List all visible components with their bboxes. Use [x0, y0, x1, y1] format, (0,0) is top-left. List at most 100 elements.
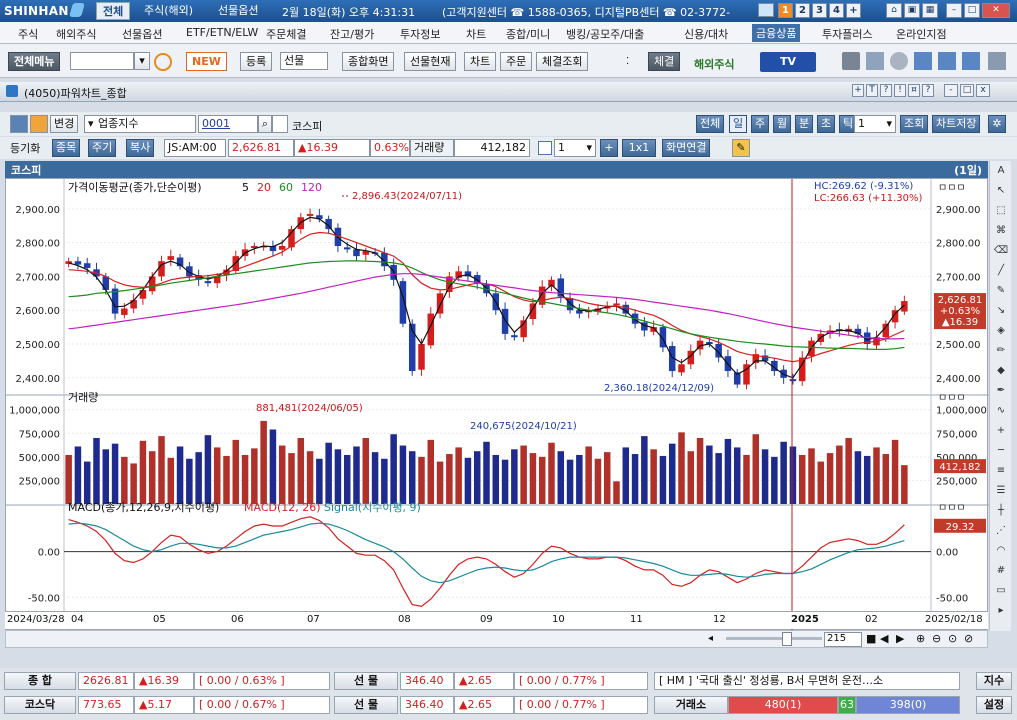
visible-count-input[interactable]: 215 [824, 632, 862, 647]
period-minute[interactable]: 분 [795, 115, 814, 133]
tool-hline-icon[interactable]: ─ [997, 445, 1005, 456]
window-cascade-icon[interactable] [938, 52, 956, 70]
toolbar-more-icon[interactable]: ⁚ [626, 56, 630, 67]
screen-capture-icon[interactable] [988, 52, 1006, 70]
period-all[interactable]: 전체 [696, 115, 725, 133]
toolbar-button-chart[interactable]: 차트 [464, 52, 497, 71]
window-maximize-icon[interactable]: □ [960, 84, 974, 97]
new-badge[interactable]: NEW [186, 52, 227, 71]
home-icon[interactable]: ⌂ [886, 3, 902, 18]
period-second[interactable]: 초 [817, 115, 836, 133]
register-select[interactable]: 선물 [280, 52, 328, 70]
tool-cross-icon[interactable]: + [996, 425, 1006, 436]
item-button[interactable]: 종목 [52, 139, 81, 157]
menu-search-input[interactable] [70, 52, 134, 70]
top-tab-overseas[interactable]: 주식(해외) [144, 4, 194, 17]
window-currency-icon[interactable]: ¤ [908, 84, 920, 97]
index-type-select[interactable]: ▾ 업종지수 [84, 115, 196, 133]
tool-box-icon[interactable]: ▭ [996, 585, 1006, 596]
tool-wave-icon[interactable]: ∿ [996, 405, 1006, 416]
tool-line-icon[interactable]: ╱ [997, 265, 1005, 276]
step-back-icon[interactable]: ◀ [880, 632, 889, 645]
tool-all-icon[interactable]: ⌘ [996, 225, 1006, 236]
tool-more-icon[interactable]: ▸ [998, 605, 1004, 616]
settings-gear-icon[interactable]: ✲ [988, 115, 1006, 133]
calculator-icon[interactable] [866, 52, 884, 70]
monitor-icon[interactable] [758, 3, 774, 17]
menu-info[interactable]: 투자정보 [400, 28, 441, 41]
settings-button[interactable]: 설정 [976, 696, 1012, 714]
tool-ray-icon[interactable]: ↘ [996, 305, 1006, 316]
close-icon[interactable]: ✕ [982, 3, 1010, 18]
window-icon[interactable] [914, 52, 932, 70]
step-forward-icon[interactable]: ▶ [896, 632, 905, 645]
print-icon[interactable] [842, 52, 860, 70]
tool-channel-icon[interactable]: ≡ [996, 465, 1006, 476]
add-layout-button[interactable]: + [600, 139, 618, 157]
toolbar-button-futures-now[interactable]: 선물현재 [404, 52, 457, 71]
price-chart-svg[interactable]: 2,900.00 2,900.00 2,800.00 2,800.00 2,700.00… [6, 179, 989, 631]
window-help-icon[interactable]: ? [880, 84, 892, 97]
toolbar-button-order[interactable]: 주문 [500, 52, 533, 71]
menu-mini[interactable]: 종합/미니 [506, 28, 551, 41]
settings-icon[interactable] [890, 52, 908, 70]
window-close-icon[interactable]: x [976, 84, 990, 97]
lock-icon[interactable]: ▣ [904, 3, 920, 18]
window-alert-icon[interactable]: ! [894, 84, 906, 97]
cycle-button[interactable]: 주기 [88, 139, 117, 157]
chevron-down-icon[interactable]: ▾ [134, 52, 150, 70]
scroll-thumb[interactable] [782, 632, 792, 646]
menu-etf[interactable]: ETF/ETN/ELW [186, 26, 259, 39]
window-info-icon[interactable]: ? [922, 84, 934, 97]
copy-button[interactable]: 복사 [126, 139, 155, 157]
menu-banking[interactable]: 뱅킹/공모주/대출 [566, 28, 645, 41]
tool-select-icon[interactable]: ⬚ [996, 205, 1006, 216]
tool-a-icon[interactable]: A [997, 165, 1005, 176]
zoom-reset-icon[interactable]: ⊙ [948, 632, 958, 645]
menu-credit[interactable]: 신용/대차 [684, 28, 729, 41]
tool-fibo-icon[interactable]: ☰ [996, 485, 1006, 496]
tv-button[interactable]: TV [760, 52, 816, 72]
tool-arc-icon[interactable]: ◠ [996, 545, 1006, 556]
search-icon[interactable] [154, 53, 172, 71]
toolbar-button-overview[interactable]: 종합화면 [342, 52, 395, 71]
chart-area[interactable]: 2,900.00 2,900.00 2,800.00 2,800.00 2,700.00… [5, 178, 989, 631]
period-count-input[interactable]: 1 ▾ [854, 115, 896, 133]
top-tab-all[interactable]: 전체 [96, 2, 131, 20]
tool-tag-icon[interactable]: ◈ [997, 325, 1005, 336]
zoom-out-icon[interactable]: ⊖ [932, 632, 942, 645]
screen-link-button[interactable]: 화면연결 [662, 139, 711, 157]
menu-branch[interactable]: 온라인지점 [896, 28, 947, 41]
tool-fan-icon[interactable]: ⋰ [996, 525, 1006, 536]
menu-futures[interactable]: 선물옵션 [122, 28, 163, 41]
tool-pen2-icon[interactable]: ✒ [996, 385, 1006, 396]
screen-add-button[interactable]: + [846, 3, 861, 18]
menu-balance[interactable]: 잔고/평가 [330, 28, 375, 41]
chart-folder-icon[interactable] [30, 115, 48, 133]
window-tile-icon[interactable] [962, 52, 980, 70]
tool-erase-icon[interactable]: ⌫ [993, 245, 1009, 256]
window-minimize-icon[interactable]: - [944, 84, 958, 97]
window-text-icon[interactable]: T [866, 84, 878, 97]
code-input[interactable]: 0001 [198, 115, 258, 133]
tool-marker-icon[interactable]: ◆ [997, 365, 1005, 376]
query-button[interactable]: 조회 [900, 115, 929, 133]
period-week[interactable]: 주 [751, 115, 770, 133]
pen-icon[interactable]: ✎ [732, 139, 750, 157]
all-menu-button[interactable]: 전체메뉴 [8, 52, 61, 71]
tool-grid-icon[interactable]: # [996, 565, 1006, 576]
exec-button[interactable]: 체결 [648, 52, 681, 71]
menu-chart[interactable]: 차트 [466, 28, 487, 41]
layout-checkbox[interactable] [538, 141, 552, 155]
scroll-track[interactable] [726, 637, 822, 640]
screen-1-button[interactable]: 1 [778, 3, 793, 18]
window-add-icon[interactable]: + [852, 84, 864, 97]
minimize-icon[interactable]: – [946, 3, 962, 18]
menu-overseas[interactable]: 해외주식 [56, 28, 97, 41]
layout-grid-button[interactable]: 1x1 [622, 139, 656, 157]
tool-cursor-icon[interactable]: ↖ [996, 185, 1006, 196]
news-ticker[interactable]: [ HM ] '국대 출신' 정성룡, B서 무면허 운전…소 [654, 672, 960, 690]
period-month[interactable]: 월 [773, 115, 792, 133]
maximize-icon[interactable]: □ [964, 3, 980, 18]
period-day[interactable]: 일 [729, 115, 748, 133]
